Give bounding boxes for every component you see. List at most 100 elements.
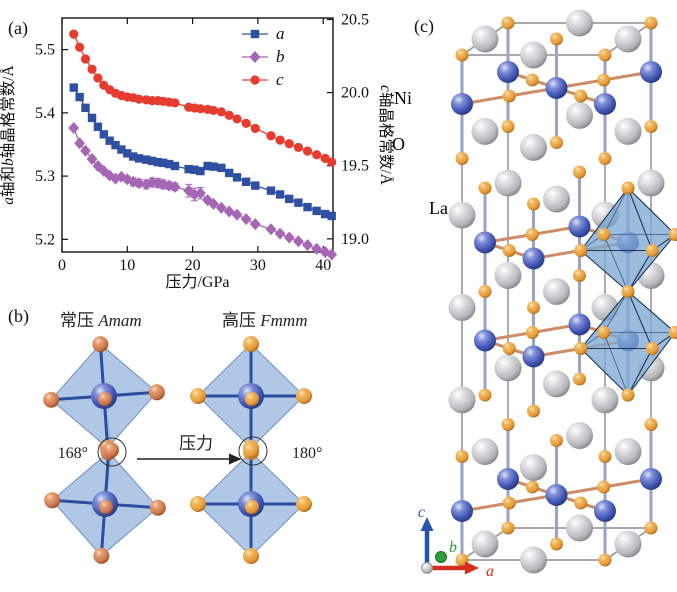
o-atom: [525, 228, 539, 242]
data-point: [153, 157, 163, 167]
o-atom-label: O: [392, 134, 405, 154]
o-atom: [501, 521, 515, 535]
oxygen-atom: [43, 391, 60, 408]
la-atom: [448, 201, 476, 229]
data-point: [133, 177, 145, 190]
data-point: [275, 190, 285, 199]
data-point: [128, 152, 138, 161]
data-point: [184, 164, 193, 174]
la-atom: [471, 117, 499, 145]
series-b: [68, 122, 338, 261]
data-point: [292, 235, 304, 248]
data-point: [251, 181, 260, 190]
oxygen-atom: [149, 499, 166, 516]
data-point: [250, 123, 260, 134]
x-tick-label: 0: [58, 257, 66, 274]
la-atom: [520, 546, 547, 574]
o-atom: [598, 152, 612, 166]
o-atom: [455, 152, 469, 166]
data-point: [105, 136, 114, 145]
y-right-axis-title: c轴晶格常数/Å: [377, 85, 395, 186]
la-atom: [494, 169, 522, 197]
data-point: [169, 180, 181, 193]
data-point: [116, 170, 127, 183]
bridging-oxygen: [103, 442, 119, 458]
o-atom: [525, 480, 539, 494]
panel-a-label: (a): [8, 18, 28, 39]
o-atom: [598, 48, 612, 62]
b-axis-dot: [435, 551, 447, 563]
data-point: [275, 135, 285, 145]
o-atom: [644, 120, 658, 134]
oxygen-atom: [243, 548, 259, 564]
data-point: [250, 29, 260, 39]
ni-atom: [568, 313, 591, 336]
data-point: [241, 177, 251, 186]
legend-label: a: [276, 24, 285, 43]
o-atom: [574, 496, 588, 510]
la-atom: [543, 370, 570, 398]
data-point: [164, 159, 174, 169]
bridging-oxygen: [243, 442, 259, 458]
legend-label: c: [276, 70, 284, 89]
data-point: [80, 54, 91, 64]
o-atom: [527, 404, 540, 418]
o-atom: [501, 120, 515, 134]
bond-angle-180: 180°: [292, 445, 322, 462]
oxygen-atom: [190, 496, 206, 512]
ni-atom: [568, 215, 591, 238]
data-point: [285, 194, 294, 204]
la-atom: [520, 41, 547, 69]
data-point: [110, 172, 121, 185]
x-tick-label: 40: [315, 257, 331, 274]
data-point: [123, 149, 132, 158]
b-axis-label: b: [449, 539, 457, 556]
y-right-tick-label: 20.5: [341, 11, 369, 28]
o-atom: [644, 521, 658, 535]
o-atom: [621, 285, 635, 298]
data-point: [311, 242, 323, 255]
o-atom: [501, 16, 515, 30]
lattice-constant-chart: 0 10 20 30 40 5.2 5.3 5.4 5.5 19.0 19.5 20.0 20.5 压力/…: [0, 11, 395, 291]
panel-b-label: (b): [8, 306, 29, 327]
o-atom: [478, 285, 492, 298]
panel-c-label: (c): [414, 16, 434, 37]
series-c: [69, 29, 337, 167]
bond-angle-168: 168°: [58, 445, 88, 462]
data-point: [152, 177, 164, 190]
data-point: [240, 213, 252, 226]
o-atom: [478, 181, 492, 195]
data-point: [216, 107, 226, 117]
data-point: [224, 110, 234, 120]
la-atom: [637, 169, 665, 197]
data-point: [266, 131, 276, 141]
octahedra-tilt-diagram: 常压 Amam 高压 Fmmm 压力 168° 180°: [43, 311, 322, 564]
o-atom: [527, 301, 540, 314]
oxygen-atom: [99, 500, 113, 514]
data-point: [312, 150, 322, 160]
data-point: [241, 118, 251, 128]
la-atom: [591, 386, 619, 414]
o-atom: [597, 73, 611, 87]
o-atom: [527, 197, 540, 211]
data-point: [87, 64, 97, 74]
la-atom: [471, 438, 499, 466]
o-atom: [598, 553, 612, 567]
y-left-tick-label: 5.3: [35, 168, 55, 185]
y-left-tick-label: 5.5: [35, 42, 55, 59]
data-point: [232, 173, 242, 182]
data-point: [224, 168, 234, 178]
o-atom: [621, 388, 635, 402]
data-point: [217, 163, 226, 173]
ni-atom: [640, 60, 662, 83]
data-point: [81, 103, 90, 113]
oxygen-atom: [98, 392, 112, 406]
x-axis-title: 压力/GPa: [165, 273, 229, 291]
o-atom: [550, 136, 563, 150]
data-point: [326, 248, 338, 261]
data-point: [302, 239, 313, 252]
ni-atom: [474, 231, 496, 254]
c-axis-label: c: [418, 504, 425, 521]
la-atom: [448, 386, 476, 414]
